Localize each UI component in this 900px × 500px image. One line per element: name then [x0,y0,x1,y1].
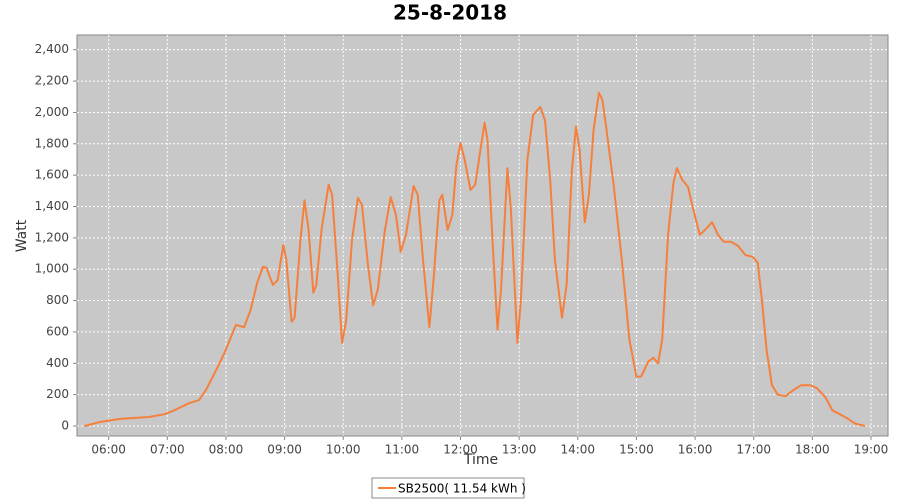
x-tick-label: 12:00 [443,443,478,457]
y-tick-label: 1,400 [35,199,69,213]
x-tick-label: 16:00 [678,443,713,457]
x-tick-label: 19:00 [854,443,889,457]
x-axis-label: Time [463,452,498,468]
y-tick-label: 600 [46,324,69,338]
x-tick-label: 15:00 [619,443,654,457]
y-tick-label: 200 [46,387,69,401]
y-tick-label: 2,400 [35,42,69,56]
x-tick-label: 08:00 [209,443,244,457]
y-axis-label: Watt [14,219,30,252]
y-tick-label: 1,200 [35,230,69,244]
y-tick-label: 800 [46,293,69,307]
y-tick-label: 2,200 [35,74,69,88]
x-tick-label: 17:00 [736,443,771,457]
x-tick-label: 06:00 [91,443,126,457]
chart-title: 25-8-2018 [393,1,507,25]
legend-box [371,477,525,499]
x-tick-label: 18:00 [795,443,830,457]
x-tick-label: 14:00 [560,443,595,457]
y-tick-label: 1,600 [35,168,69,182]
x-tick-label: 13:00 [502,443,537,457]
y-tick-label: 0 [61,418,69,432]
y-tick-label: 400 [46,356,69,370]
y-tick-label: 1,000 [35,262,69,276]
x-tick-label: 09:00 [267,443,302,457]
legend-label: SB2500( 11.54 kWh ) [398,482,526,496]
x-tick-label: 10:00 [326,443,361,457]
plot-area [76,34,889,437]
legend: SB2500( 11.54 kWh ) [371,477,526,499]
y-tick-label: 1,800 [35,136,69,150]
x-tick-label: 11:00 [385,443,420,457]
data-line [84,91,866,427]
x-tick-label: 07:00 [150,443,185,457]
y-tick-label: 2,000 [35,105,69,119]
